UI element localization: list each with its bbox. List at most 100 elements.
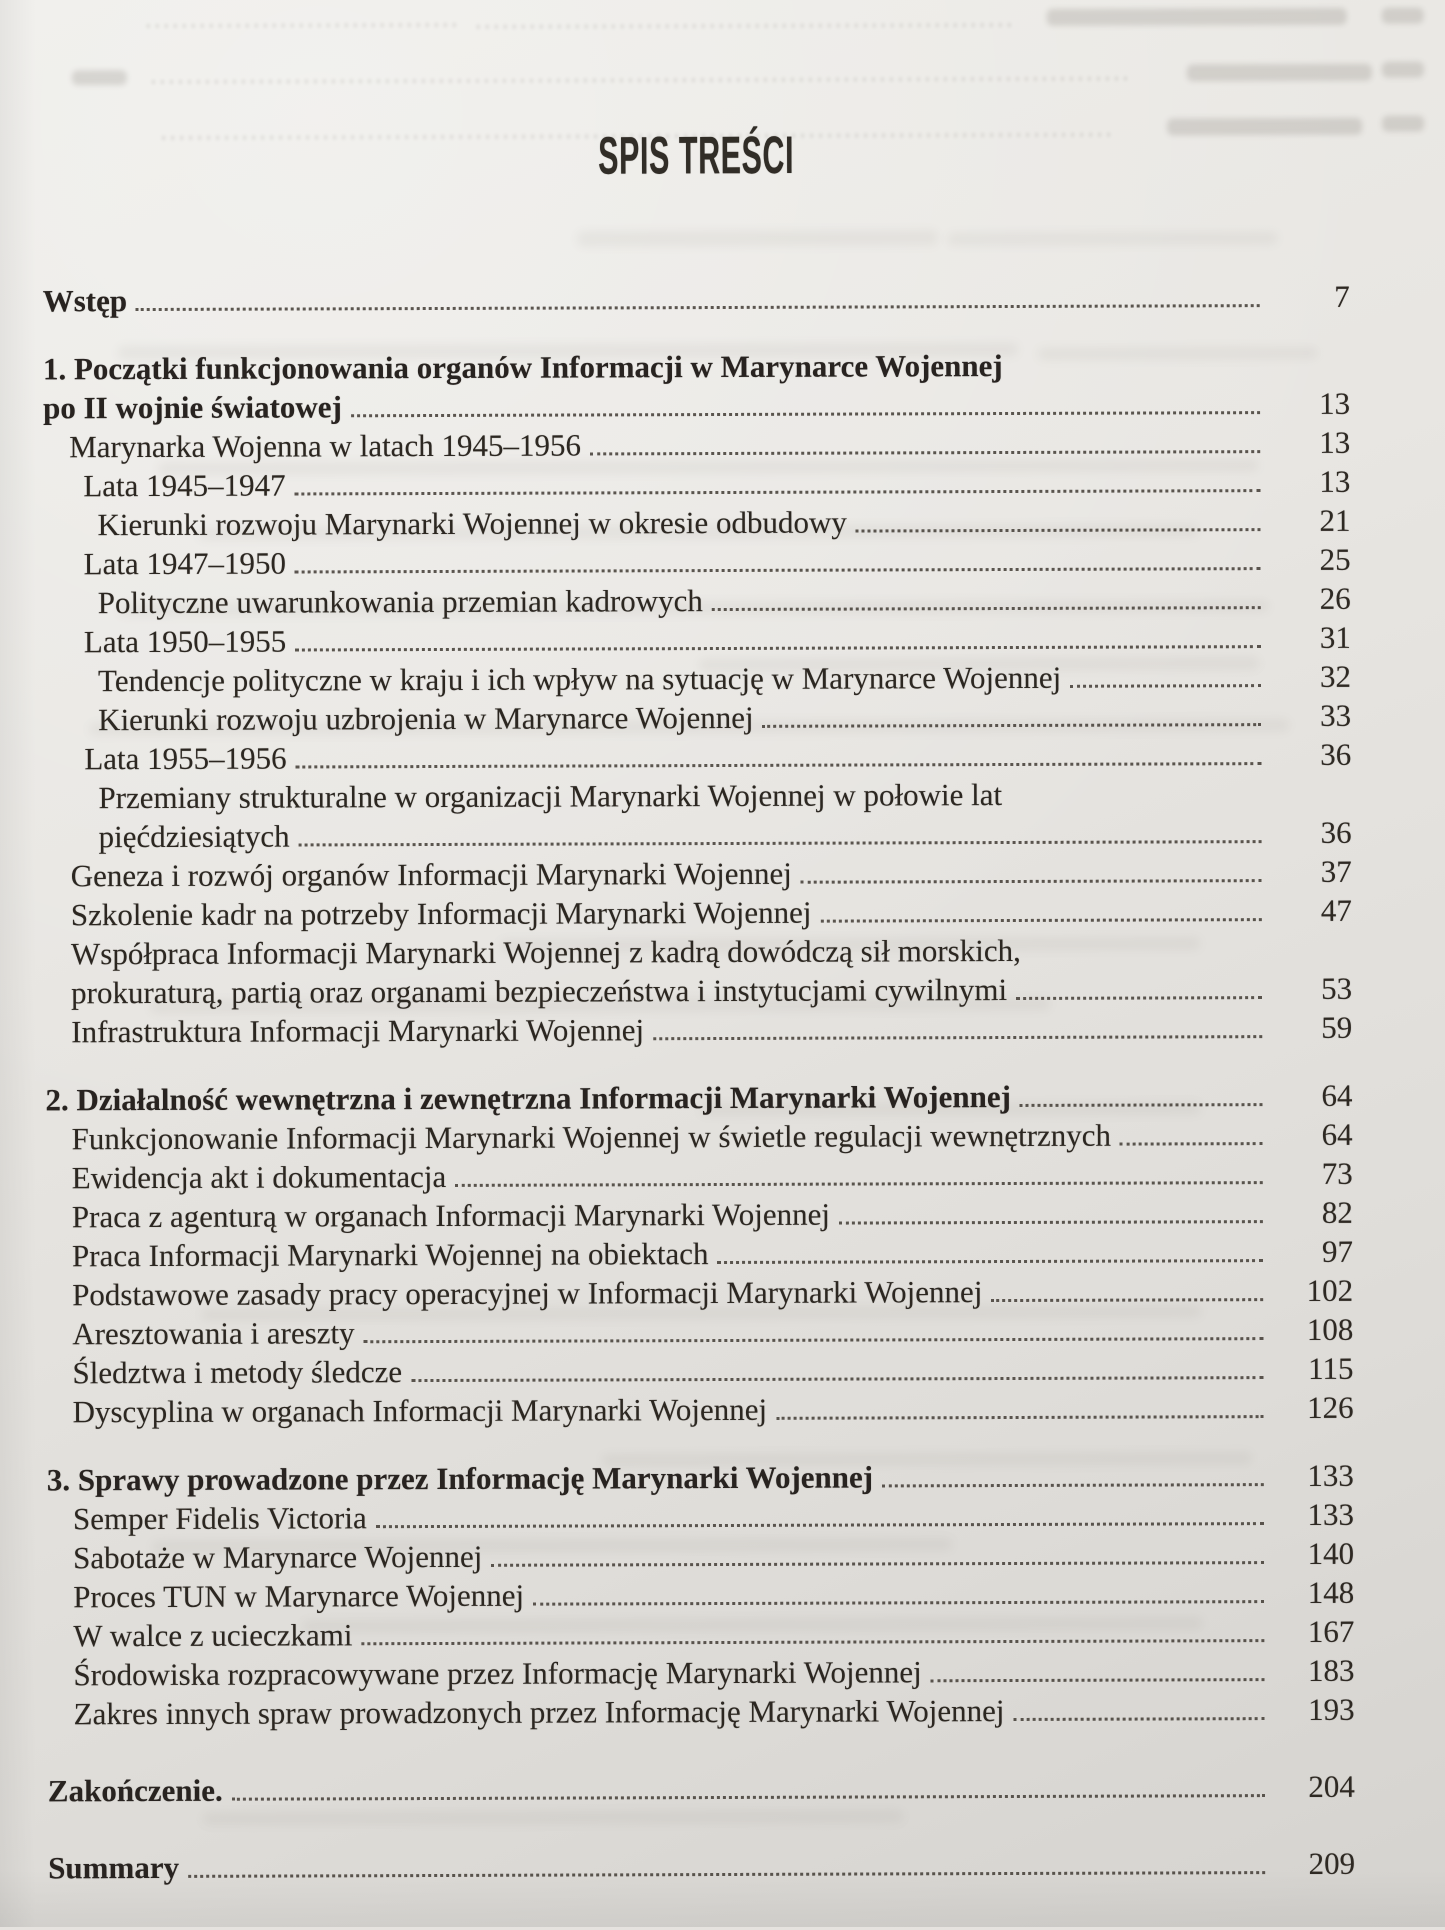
table-of-contents: Wstęp 7 1. Początki funkcjonowania organów… xyxy=(43,277,1356,1888)
toc-page-number: 36 xyxy=(1320,814,1352,850)
toc-row: Praca Informacji Marynarki Wojennej na o… xyxy=(46,1232,1353,1276)
toc-entry-label: Geneza i rozwój organów Informacji Maryn… xyxy=(70,855,792,894)
toc-row: Geneza i rozwój organów Informacji Maryn… xyxy=(45,852,1352,896)
toc-page-number: 193 xyxy=(1308,1691,1355,1727)
bleedthrough-smudge xyxy=(1186,63,1372,82)
toc-entry-label: Summary xyxy=(48,1849,180,1886)
dotted-leader xyxy=(455,1178,1263,1187)
toc-page-number: 13 xyxy=(1319,463,1351,499)
bleedthrough-smudge xyxy=(577,230,938,247)
dotted-leader xyxy=(991,1295,1264,1303)
toc-page-number: 13 xyxy=(1318,385,1351,421)
toc-page-number: 82 xyxy=(1321,1194,1353,1230)
toc-row: Śledztwa i metody śledcze 115 xyxy=(46,1349,1353,1393)
toc-row: po II wojnie światowej 13 xyxy=(43,384,1350,428)
toc-page-number: 7 xyxy=(1334,278,1350,314)
toc-row: 3. Sprawy prowadzone przez Informację Ma… xyxy=(47,1456,1354,1500)
toc-entry-label: Polityczne uwarunkowania przemian kadrow… xyxy=(97,583,703,621)
toc-row: Infrastruktura Informacji Marynarki Woje… xyxy=(45,1008,1352,1052)
dotted-leader xyxy=(136,301,1260,312)
dotted-leader xyxy=(491,1558,1265,1567)
toc-page-number: 26 xyxy=(1319,580,1351,616)
toc-row: Zakres innych spraw prowadzonych przez I… xyxy=(48,1690,1355,1734)
toc-entry-label: Sabotaże w Marynarce Wojennej xyxy=(73,1538,483,1576)
toc-page-number: 25 xyxy=(1319,541,1351,577)
toc-entry-label: W walce z ucieczkami xyxy=(73,1617,353,1654)
toc-entry-label: Lata 1945–1947 xyxy=(83,467,286,504)
toc-entry-label: Kierunki rozwoju Marynarki Wojennej w ok… xyxy=(97,504,847,543)
toc-entry-label: Lata 1955–1956 xyxy=(84,740,287,777)
toc-row: Lata 1955–1956 36 xyxy=(44,735,1351,779)
toc-row: Lata 1945–1947 13 xyxy=(43,462,1350,506)
toc-entry-label: Podstawowe zasady pracy operacyjnej w In… xyxy=(72,1274,983,1313)
toc-page-number: 32 xyxy=(1319,658,1352,694)
toc-entry-label: Śledztwa i metody śledcze xyxy=(72,1354,403,1391)
page-title: SPIS TREŚCI xyxy=(597,126,794,186)
dotted-leader xyxy=(839,1217,1263,1225)
dotted-leader xyxy=(294,486,1261,496)
toc-entry-label: Przemiany strukturalne w organizacji Mar… xyxy=(98,777,1003,816)
toc-row: Środowiska rozpracowywane przez Informac… xyxy=(47,1651,1354,1695)
dotted-leader xyxy=(298,837,1262,847)
toc-entry-label: Szkolenie kadr na potrzeby Informacji Ma… xyxy=(70,894,812,933)
toc-entry-label: Dyscyplina w organach Informacji Marynar… xyxy=(72,1391,768,1430)
toc-row: Kierunki rozwoju uzbrojenia w Marynarce … xyxy=(44,696,1351,740)
toc-row: 1. Początki funkcjonowania organów Infor… xyxy=(43,345,1350,389)
toc-page-number: 37 xyxy=(1320,853,1352,889)
toc-page-number: 204 xyxy=(1308,1768,1355,1804)
dotted-leader xyxy=(1070,681,1262,688)
toc-entry-label: Wstęp xyxy=(42,283,128,319)
toc-page-number: 97 xyxy=(1321,1233,1354,1269)
toc-row: Tendencje polityczne w kraju i ich wpływ… xyxy=(44,657,1351,701)
bleedthrough-smudge xyxy=(947,232,1278,246)
dotted-leader xyxy=(800,876,1262,884)
toc-page-number: 133 xyxy=(1307,1457,1354,1493)
bleedthrough-smudge xyxy=(1381,61,1424,78)
dotted-leader xyxy=(1013,1714,1265,1721)
toc-row: Zakończenie. 204 xyxy=(48,1767,1355,1811)
toc-entry-label: Infrastruktura Informacji Marynarki Woje… xyxy=(71,1012,645,1050)
toc-page-number: 73 xyxy=(1321,1155,1353,1191)
toc-entry-label: 3. Sprawy prowadzone przez Informację Ma… xyxy=(46,1459,874,1498)
toc-row: Aresztowania i areszty 108 xyxy=(46,1310,1353,1354)
toc-row: Sabotaże w Marynarce Wojennej 140 xyxy=(47,1534,1354,1578)
dotted-leader xyxy=(295,759,1262,769)
dotted-leader xyxy=(930,1675,1265,1683)
toc-entry-label: Lata 1950–1955 xyxy=(83,623,287,660)
toc-entry-label: Ewidencja akt i dokumentacja xyxy=(71,1158,447,1196)
bleedthrough-smudge xyxy=(146,22,457,29)
toc-entry-label: prokuraturą, partią oraz organami bezpie… xyxy=(71,972,1008,1011)
dotted-leader xyxy=(855,525,1261,533)
toc-page-number: 183 xyxy=(1307,1652,1355,1688)
dotted-leader xyxy=(1016,993,1263,1000)
page-title-wrap: SPIS TREŚCI xyxy=(42,126,1349,187)
dotted-leader xyxy=(363,1334,1264,1344)
toc-row: W walce z ucieczkami 167 xyxy=(47,1612,1354,1656)
dotted-leader xyxy=(1019,1100,1263,1107)
toc-entry-label: Współpraca Informacji Marynarki Wojennej… xyxy=(70,932,1021,972)
toc-row: 2. Działalność wewnętrzna i zewnętrzna I… xyxy=(45,1076,1352,1120)
bleedthrough-smudge xyxy=(476,22,1017,29)
toc-row: Semper Fidelis Victoria 133 xyxy=(47,1495,1354,1539)
dotted-leader xyxy=(762,720,1262,728)
dotted-leader xyxy=(1120,1139,1263,1146)
toc-entry-label: Praca Informacji Marynarki Wojennej na o… xyxy=(71,1236,709,1274)
toc-entry-label: Praca z agenturą w organach Informacji M… xyxy=(71,1196,831,1235)
toc-entry-label: Proces TUN w Marynarce Wojennej xyxy=(73,1577,525,1615)
toc-page-number: 59 xyxy=(1321,1009,1353,1045)
toc-page-number: 64 xyxy=(1321,1116,1353,1152)
bleedthrough-smudge xyxy=(1381,7,1424,24)
dotted-leader xyxy=(188,1868,1266,1878)
toc-page-number: 209 xyxy=(1308,1845,1356,1881)
toc-row: Szkolenie kadr na potrzeby Informacji Ma… xyxy=(45,891,1352,935)
dotted-leader xyxy=(653,1032,1263,1041)
toc-row: Podstawowe zasady pracy operacyjnej w In… xyxy=(46,1271,1353,1315)
toc-page-number: 13 xyxy=(1319,424,1351,460)
toc-page-number: 31 xyxy=(1319,619,1351,655)
dotted-leader xyxy=(350,408,1261,418)
toc-entry-label: Tendencje polityczne w kraju i ich wpływ… xyxy=(97,659,1062,699)
bleedthrough-smudge xyxy=(1046,7,1347,26)
toc-row: Kierunki rozwoju Marynarki Wojennej w ok… xyxy=(43,501,1350,545)
